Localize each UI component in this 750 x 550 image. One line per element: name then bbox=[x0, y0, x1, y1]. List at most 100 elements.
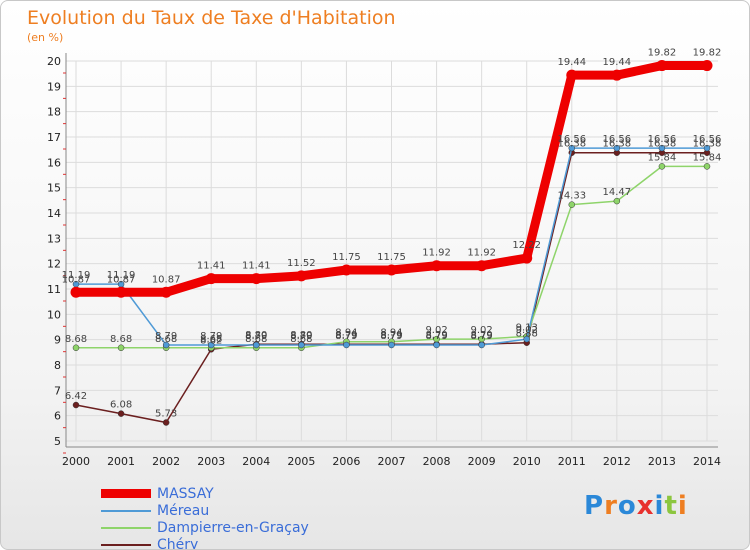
data-label: 8.79 bbox=[380, 331, 402, 342]
y-tick-label: 19 bbox=[47, 80, 61, 93]
data-label: 8.68 bbox=[245, 334, 267, 345]
legend-swatch bbox=[101, 509, 151, 512]
x-tick-label: 2005 bbox=[287, 455, 315, 468]
data-point bbox=[611, 69, 623, 81]
legend-swatch bbox=[101, 526, 151, 529]
data-label: 9.02 bbox=[516, 325, 538, 336]
data-label: 19.44 bbox=[603, 57, 632, 68]
data-point bbox=[656, 60, 668, 72]
data-label: 19.44 bbox=[557, 57, 586, 68]
logo-letter: o bbox=[617, 491, 637, 521]
data-label: 8.79 bbox=[245, 331, 267, 342]
data-point bbox=[343, 341, 350, 349]
x-tick-label: 2014 bbox=[693, 455, 721, 468]
logo-letter: i bbox=[654, 491, 665, 521]
data-point bbox=[117, 410, 125, 417]
y-tick-label: 14 bbox=[47, 207, 61, 220]
data-label: 11.41 bbox=[197, 261, 226, 272]
y-tick-label: 11 bbox=[47, 283, 61, 296]
data-label: 14.33 bbox=[557, 191, 586, 202]
data-point bbox=[613, 197, 621, 205]
data-label: 11.75 bbox=[377, 252, 406, 263]
data-point bbox=[658, 163, 666, 170]
x-tick-label: 2011 bbox=[558, 455, 586, 468]
data-label: 19.82 bbox=[693, 48, 722, 59]
grid bbox=[66, 60, 718, 442]
legend-swatch bbox=[101, 543, 151, 546]
data-label: 11.92 bbox=[467, 248, 496, 259]
y-tick-label: 9 bbox=[54, 334, 61, 347]
y-tick-label: 10 bbox=[47, 308, 61, 321]
data-label: 8.68 bbox=[200, 334, 222, 345]
data-label: 8.79 bbox=[335, 330, 357, 341]
data-label: 8.62 bbox=[200, 335, 222, 346]
legend-label: MASSAY bbox=[157, 485, 214, 502]
data-label: 15.84 bbox=[693, 152, 722, 163]
data-label: 8.94 bbox=[335, 328, 357, 339]
data-point bbox=[566, 69, 578, 81]
data-point bbox=[117, 344, 125, 352]
legend-item: MASSAY bbox=[101, 485, 309, 502]
data-point bbox=[658, 144, 666, 152]
data-label: 16.56 bbox=[648, 134, 677, 145]
logo-letter: P bbox=[584, 491, 605, 521]
data-point bbox=[703, 163, 711, 170]
data-point bbox=[205, 273, 217, 285]
data-label: 8.68 bbox=[65, 334, 87, 345]
data-point bbox=[295, 270, 307, 282]
data-label: 8.80 bbox=[245, 330, 267, 341]
data-label: 8.79 bbox=[335, 331, 357, 342]
data-point bbox=[298, 341, 305, 349]
y-tick-label: 7 bbox=[54, 384, 61, 397]
data-label: 8.79 bbox=[380, 330, 402, 341]
data-label: 8.79 bbox=[155, 331, 177, 342]
y-tick-label: 8 bbox=[54, 359, 61, 372]
logo-letter: r bbox=[604, 491, 618, 521]
data-label: 8.68 bbox=[290, 334, 312, 345]
logo-letter: x bbox=[636, 491, 655, 521]
data-label: 11.41 bbox=[242, 261, 271, 272]
y-tick-label: 6 bbox=[54, 410, 61, 423]
data-point bbox=[523, 335, 530, 343]
legend-item: Méreau bbox=[101, 502, 309, 519]
legend-item: Dampierre-en-Graçay bbox=[101, 519, 309, 536]
legend-item: Chéry bbox=[101, 536, 309, 549]
data-point bbox=[431, 260, 443, 272]
x-tick-label: 2009 bbox=[468, 455, 496, 468]
data-label: 11.75 bbox=[332, 252, 361, 263]
data-point bbox=[162, 341, 170, 349]
data-label: 10.87 bbox=[107, 274, 136, 285]
data-point bbox=[613, 144, 621, 152]
data-label: 16.38 bbox=[603, 139, 632, 150]
x-tick-label: 2003 bbox=[197, 455, 225, 468]
data-label: 16.56 bbox=[557, 134, 586, 145]
data-label: 16.38 bbox=[557, 139, 586, 150]
data-label: 9.13 bbox=[516, 322, 538, 333]
data-point bbox=[340, 264, 352, 276]
legend-label: Méreau bbox=[157, 502, 210, 519]
data-point bbox=[568, 201, 576, 208]
data-label: 16.56 bbox=[693, 134, 722, 145]
data-label: 8.79 bbox=[471, 330, 493, 341]
data-label: 19.82 bbox=[648, 48, 677, 59]
data-label: 8.79 bbox=[425, 331, 447, 342]
chart-title: Evolution du Taux de Taxe d'Habitation bbox=[27, 7, 396, 29]
data-point bbox=[433, 341, 440, 349]
data-point bbox=[253, 341, 260, 349]
data-point bbox=[72, 401, 80, 409]
data-point bbox=[207, 341, 215, 349]
data-label: 8.88 bbox=[516, 329, 538, 340]
series-lines bbox=[70, 60, 713, 426]
data-label: 8.79 bbox=[425, 330, 447, 341]
data-point bbox=[476, 260, 488, 272]
data-label: 12.22 bbox=[512, 240, 541, 251]
data-label: 9.02 bbox=[425, 325, 447, 336]
data-label: 5.73 bbox=[155, 409, 177, 420]
y-tick-label: 20 bbox=[47, 55, 61, 68]
x-tick-label: 2002 bbox=[152, 455, 180, 468]
data-label: 16.38 bbox=[648, 139, 677, 150]
data-label: 16.56 bbox=[603, 134, 632, 145]
axes: 5 6 7 8 9 10 11 12 13 14 15 16 17 18 19 20 2000 2001 2002 2… bbox=[47, 53, 721, 468]
y-tick-label: 17 bbox=[47, 131, 61, 144]
